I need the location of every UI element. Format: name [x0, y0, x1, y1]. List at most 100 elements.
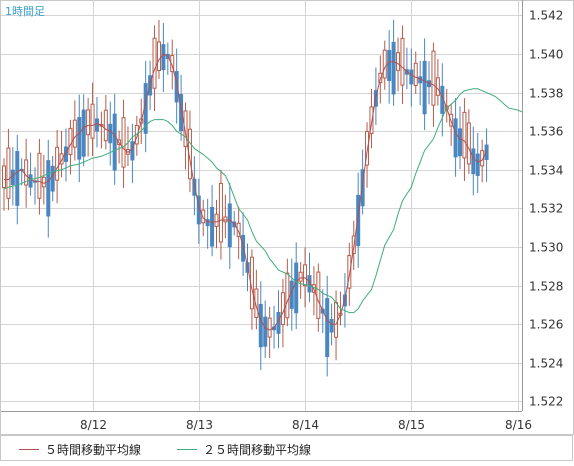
candle-body	[400, 37, 405, 86]
candle-body	[294, 262, 299, 314]
candle-body	[90, 103, 95, 139]
legend-label-ma25: ２５時間移動平均線	[203, 442, 312, 457]
candle-body	[431, 50, 436, 106]
candle-body	[210, 206, 215, 247]
chart-frame	[0, 0, 574, 435]
candle-body	[303, 264, 308, 287]
candle-body	[15, 151, 20, 206]
candle-body	[55, 146, 60, 181]
candle-body	[462, 111, 467, 159]
candle-body	[413, 62, 418, 87]
candle-body	[347, 255, 352, 289]
candle-body	[285, 272, 290, 319]
candle-body	[112, 113, 117, 171]
ma25-line	[3, 88, 523, 314]
y-tick-label: 1.526	[529, 318, 563, 332]
candle-body	[316, 271, 321, 319]
candle-body	[183, 110, 188, 147]
x-tick-label: 8/16	[505, 418, 532, 432]
candle-body	[453, 118, 458, 158]
candle-body	[365, 130, 370, 166]
candle-body	[466, 122, 471, 165]
candle-body	[241, 234, 246, 262]
candle-body	[152, 37, 157, 89]
candle-body	[86, 109, 91, 136]
candle-body	[471, 148, 476, 175]
candle-body	[387, 50, 392, 81]
candle-body	[161, 44, 166, 71]
y-tick-label: 1.524	[529, 357, 563, 371]
legend-swatch-ma25	[177, 448, 197, 450]
ma-layer	[3, 53, 523, 331]
legend-item-ma5: ５時間移動平均線	[19, 441, 141, 457]
candle-body	[201, 209, 206, 224]
y-tick-label: 1.534	[529, 164, 563, 178]
legend-label-ma5: ５時間移動平均線	[45, 442, 142, 457]
candle-body	[10, 169, 15, 186]
x-tick-label: 8/13	[186, 418, 213, 432]
y-tick-label: 1.532	[529, 202, 563, 216]
candle-body	[28, 174, 33, 188]
candle-body	[94, 118, 99, 132]
candle-body	[325, 298, 330, 357]
candle-body	[435, 77, 440, 96]
candle-body	[148, 75, 153, 96]
candle-body	[298, 271, 303, 282]
legend-swatch-ma5	[19, 448, 39, 450]
candle-body	[41, 176, 46, 188]
candle-body	[81, 109, 86, 157]
candle-body	[6, 147, 11, 199]
candle-body	[334, 301, 339, 338]
y-tick-label: 1.540	[529, 48, 563, 62]
candle-body	[360, 169, 365, 207]
candle-body	[50, 165, 55, 192]
candle-body	[68, 127, 73, 156]
y-tick-label: 1.530	[529, 241, 563, 255]
candle-body	[223, 216, 228, 223]
y-tick-label: 1.528	[529, 280, 563, 294]
candle-body	[179, 94, 184, 132]
candle-body	[382, 49, 387, 79]
candle-body	[218, 182, 223, 243]
candle-body	[475, 153, 480, 176]
ma5-line	[4, 53, 488, 331]
axis-layer: 1.542 1.540 1.538 1.536 1.534 1.532 1.530 1.528…	[1, 0, 563, 432]
candle-body	[480, 150, 485, 167]
y-tick-label: 1.542	[529, 9, 563, 23]
legend-item-ma25: ２５時間移動平均線	[177, 441, 311, 457]
legend: ５時間移動平均線 ２５時間移動平均線	[0, 435, 573, 461]
candle-body	[46, 160, 51, 217]
timeframe-label: 1時間足	[5, 5, 45, 18]
candle-body	[391, 41, 396, 95]
candle-body	[130, 141, 135, 161]
candle-body	[121, 117, 126, 168]
x-tick-label: 8/14	[292, 418, 319, 432]
candle-body	[356, 194, 361, 247]
candle-body	[422, 60, 427, 115]
candle-body	[72, 119, 77, 148]
candle-body	[174, 71, 179, 103]
candle-body	[24, 159, 29, 186]
y-tick-label: 1.522	[529, 395, 563, 409]
candle-body	[458, 128, 463, 157]
y-tick-label: 1.538	[529, 87, 563, 101]
y-tick-label: 1.536	[529, 125, 563, 139]
candle-body	[103, 109, 108, 142]
candle-body	[369, 106, 374, 134]
candle-body	[156, 41, 161, 72]
candle-body	[263, 316, 268, 347]
candle-body	[205, 219, 210, 227]
candle-body	[214, 213, 219, 228]
candle-body	[409, 69, 414, 85]
candle-body	[77, 117, 82, 160]
candle-body	[59, 153, 64, 165]
candle-body	[37, 152, 42, 199]
candle-body	[267, 317, 272, 338]
candle-body	[329, 318, 334, 333]
candle-body	[258, 303, 263, 348]
candle-body	[227, 203, 232, 248]
x-tick-label: 8/12	[80, 418, 107, 432]
candle-body	[396, 52, 401, 71]
